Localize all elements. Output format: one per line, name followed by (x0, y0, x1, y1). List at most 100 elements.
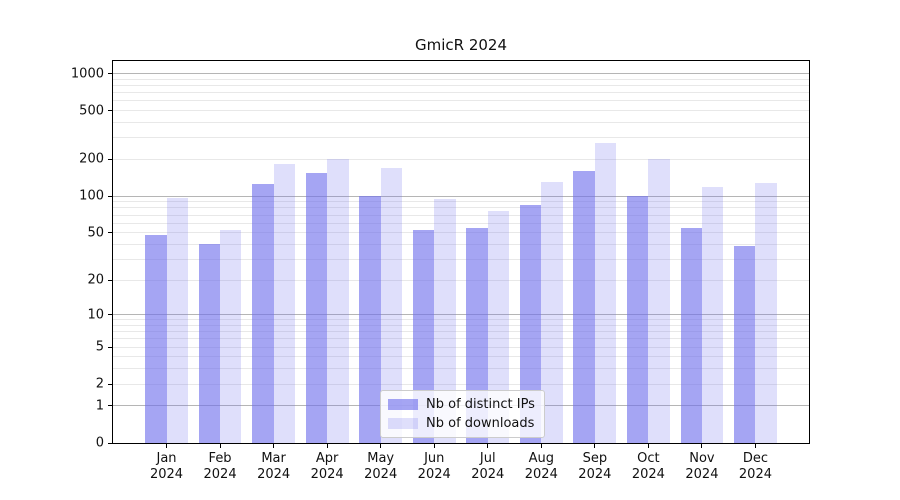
y-tick-label: 200 (79, 151, 104, 167)
month-label: Jul (479, 451, 496, 466)
legend-swatch-downloads (388, 418, 418, 429)
bar-distinct-ips-dec (734, 245, 756, 443)
bar-downloads-may (380, 167, 403, 443)
x-tick-mark (701, 444, 703, 448)
minor-gridline (113, 207, 809, 209)
bar-distinct-ips-jun (412, 229, 435, 443)
bar-distinct-ips-nov (680, 227, 702, 443)
legend-label-downloads: Nb of downloads (426, 416, 535, 431)
major-gridline (113, 73, 809, 74)
x-tick-label-may: May 2024 (349, 451, 413, 483)
x-tick-mark (487, 444, 489, 448)
minor-gridline (113, 78, 809, 80)
month-label: May (367, 451, 395, 466)
month-label: Nov (689, 451, 715, 466)
y-tick-mark (108, 314, 112, 316)
x-tick-label-dec: Dec 2024 (723, 451, 787, 483)
bar-distinct-ips-sep (573, 170, 595, 443)
y-tick-mark (108, 195, 112, 197)
bar-downloads-jun (434, 198, 456, 443)
x-tick-mark (433, 444, 435, 448)
x-tick-label-aug: Aug 2024 (509, 451, 573, 483)
minor-gridline (113, 214, 809, 216)
year-label: 2024 (631, 467, 665, 482)
minor-gridline (113, 201, 809, 203)
y-tick-mark (108, 232, 112, 234)
minor-gridline (113, 356, 809, 358)
y-tick-label: 100 (79, 188, 104, 204)
year-label: 2024 (310, 467, 344, 482)
plot-area: Nb of distinct IPs Nb of downloads (112, 60, 810, 444)
month-label: Aug (528, 451, 554, 466)
minor-gridline (113, 158, 809, 160)
chart-title: GmicR 2024 (414, 36, 507, 54)
minor-gridline (113, 100, 809, 102)
month-label: Oct (637, 451, 660, 466)
y-tick-mark (108, 158, 112, 160)
year-label: 2024 (257, 467, 291, 482)
minor-gridline (113, 137, 809, 139)
x-tick-mark (380, 444, 382, 448)
x-tick-mark (594, 444, 596, 448)
x-tick-label-sep: Sep 2024 (563, 451, 627, 483)
month-label: Mar (261, 451, 286, 466)
y-tick-label: 1000 (70, 66, 104, 81)
x-tick-label-jul: Jul 2024 (456, 451, 520, 483)
year-label: 2024 (738, 467, 772, 482)
month-label: Feb (208, 451, 232, 466)
y-tick-label: 50 (87, 225, 104, 241)
minor-gridline (113, 368, 809, 370)
year-label: 2024 (203, 467, 237, 482)
minor-gridline (113, 110, 809, 112)
year-label: 2024 (471, 467, 505, 482)
x-tick-mark (166, 444, 168, 448)
bar-distinct-ips-jan (145, 234, 167, 443)
minor-gridline (113, 325, 809, 326)
x-tick-mark (754, 444, 756, 448)
bar-downloads-apr (327, 159, 349, 443)
year-label: 2024 (364, 467, 398, 482)
x-tick-label-nov: Nov 2024 (670, 451, 734, 483)
bar-downloads-dec (755, 182, 777, 443)
x-tick-label-oct: Oct 2024 (616, 451, 680, 483)
bar-distinct-ips-may (359, 196, 381, 443)
bar-distinct-ips-jul (466, 227, 488, 443)
legend-swatch-distinct-ips (388, 399, 418, 410)
minor-gridline (113, 346, 809, 348)
x-tick-label-feb: Feb 2024 (188, 451, 252, 483)
minor-gridline (113, 331, 809, 333)
month-label: Apr (315, 451, 339, 466)
y-tick-label: 1 (95, 398, 104, 414)
y-tick-mark (108, 73, 112, 74)
legend-label-distinct-ips: Nb of distinct IPs (426, 397, 535, 412)
minor-gridline (113, 383, 809, 385)
x-tick-label-mar: Mar 2024 (242, 451, 306, 483)
bar-downloads-nov (701, 187, 724, 443)
x-tick-label-jun: Jun 2024 (402, 451, 466, 483)
bar-downloads-jan (166, 197, 188, 443)
y-tick-mark (108, 442, 112, 444)
y-tick-label: 20 (87, 272, 104, 288)
x-tick-mark (219, 444, 221, 448)
minor-gridline (113, 258, 809, 260)
bar-downloads-oct (648, 159, 670, 443)
bar-distinct-ips-feb (198, 244, 221, 443)
year-label: 2024 (149, 467, 184, 482)
major-gridline (113, 314, 809, 316)
minor-gridline (113, 319, 809, 321)
year-label: 2024 (417, 467, 451, 482)
x-tick-mark (647, 444, 649, 448)
major-gridline (113, 195, 809, 197)
year-label: 2024 (685, 467, 719, 482)
minor-gridline (113, 121, 809, 123)
y-tick-label: 500 (79, 103, 104, 119)
x-tick-mark (326, 444, 328, 448)
minor-gridline (113, 92, 809, 94)
minor-gridline (113, 232, 809, 234)
bar-downloads-jul (487, 211, 510, 443)
x-tick-label-apr: Apr 2024 (295, 451, 359, 483)
minor-gridline (113, 243, 809, 245)
bar-downloads-mar (273, 163, 295, 443)
y-tick-mark (108, 383, 112, 385)
